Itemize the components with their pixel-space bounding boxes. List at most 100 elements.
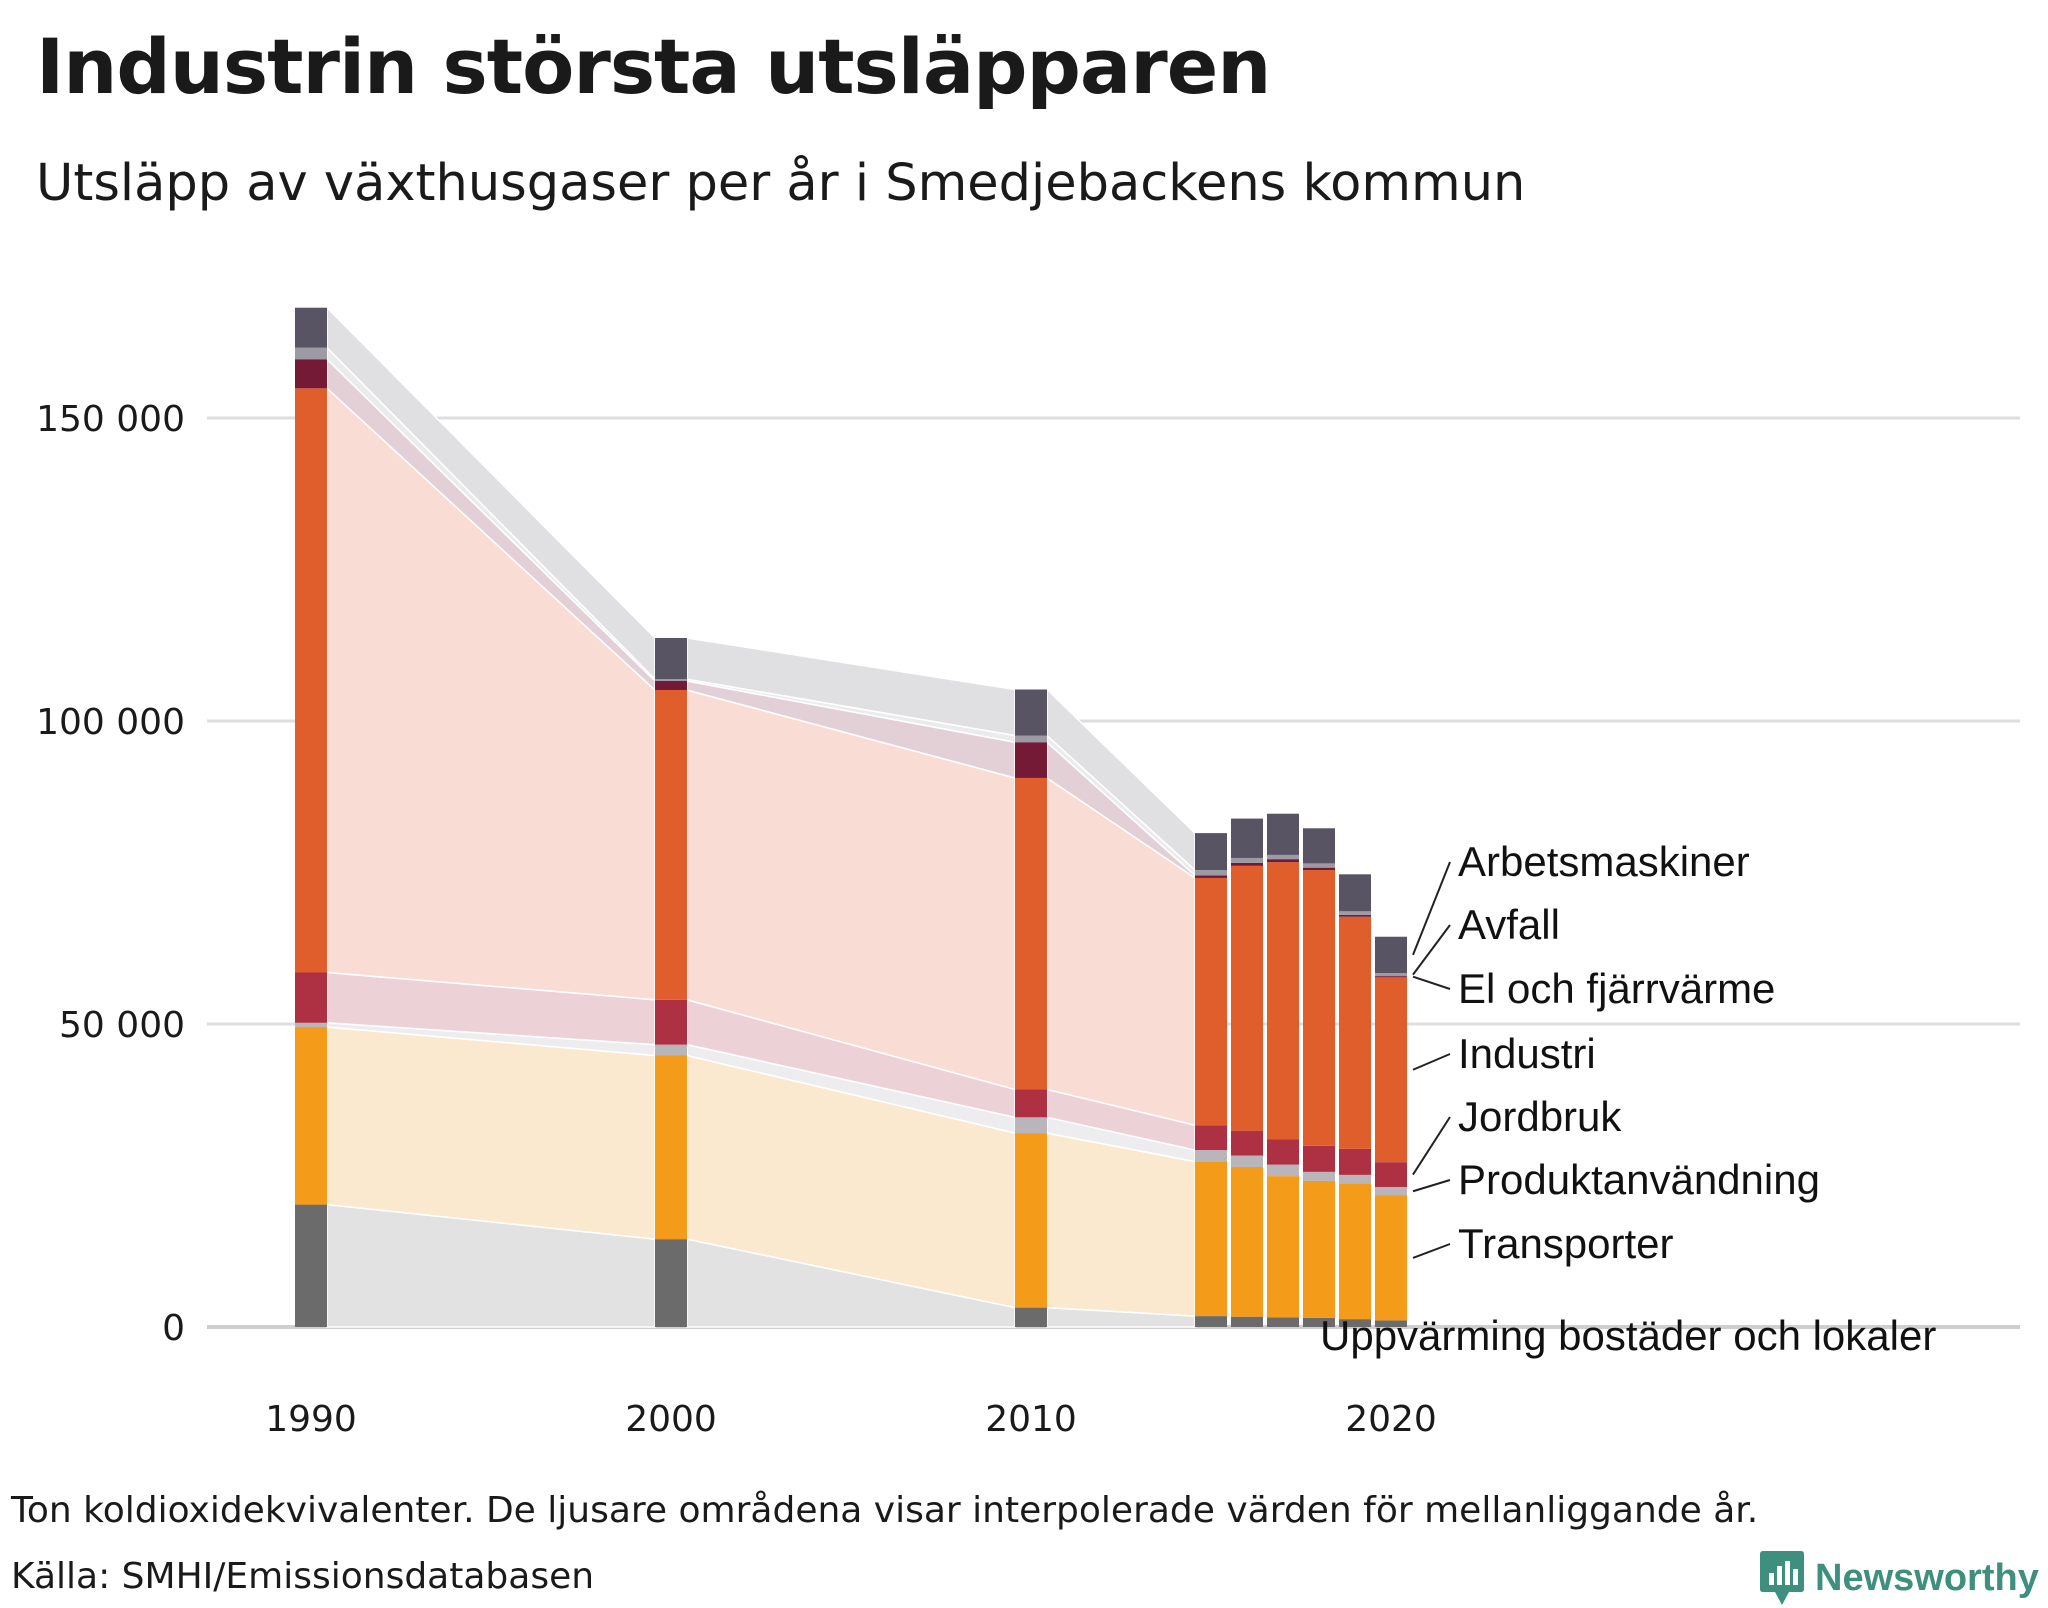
bar-segment: [1267, 854, 1299, 860]
bar-segment: [1339, 916, 1371, 1149]
bar-segment: [1375, 1320, 1407, 1327]
leader-line: [1412, 924, 1451, 976]
chart-title: Industrin största utsläpparen: [36, 22, 1271, 111]
chart-subtitle: Utsläpp av växthusgaser per år i Smedjeb…: [36, 154, 1526, 213]
bar-segment: [295, 347, 327, 360]
axes: 0 50 000 100 000 150 000 1990 2000 2010 2020: [36, 399, 1437, 1440]
bar-segment: [1231, 1130, 1263, 1156]
bar-segment: [295, 1027, 327, 1205]
y-tick-label: 150 000: [36, 399, 185, 440]
bar-segment: [1375, 977, 1407, 1163]
bar-segment: [1231, 865, 1263, 1131]
bar-segment: [1195, 1316, 1227, 1327]
bar-segment: [1195, 1125, 1227, 1151]
bar-segment: [1267, 1176, 1299, 1318]
bar-segment: [1231, 857, 1263, 863]
series-label: Transporter: [1458, 1220, 1674, 1267]
bar-segment: [1195, 875, 1227, 878]
bar-segment: [1375, 1187, 1407, 1196]
series-label: Produktanvändning: [1458, 1156, 1820, 1203]
bar-segment: [1267, 1139, 1299, 1165]
bar-segment: [1303, 867, 1335, 871]
bar-segment: [1339, 914, 1371, 917]
bar-segment: [1231, 1316, 1263, 1327]
newsworthy-logo-icon: [1760, 1551, 1804, 1605]
bar-segment: [295, 1022, 327, 1028]
bar-segment: [1303, 870, 1335, 1146]
bar-segment: [1303, 863, 1335, 868]
bar-segment: [1015, 1089, 1047, 1118]
bar-segment: [1267, 859, 1299, 863]
series-label: Jordbruk: [1458, 1093, 1622, 1140]
bar-segment: [1375, 936, 1407, 974]
leader-line: [1412, 861, 1451, 956]
interpolated-bands: [326, 305, 1196, 1328]
x-tick-label: 1990: [265, 1399, 357, 1440]
bar-segment: [1015, 1307, 1047, 1327]
bar-segment: [655, 637, 687, 680]
bar-segment: [1231, 862, 1263, 866]
bar-segment: [1267, 1164, 1299, 1177]
bar-segment: [1339, 1174, 1371, 1184]
x-tick-label: 2020: [1345, 1399, 1437, 1440]
bar-segment: [1303, 1145, 1335, 1172]
bar-segment: [295, 972, 327, 1023]
bar-segment: [655, 690, 687, 1000]
bar-segment: [1231, 818, 1263, 858]
bar-segment: [1267, 1317, 1299, 1327]
bar-segment: [655, 681, 687, 691]
bar-segment: [655, 679, 687, 682]
bar-segment: [655, 999, 687, 1045]
bars: [295, 307, 1407, 1327]
bar-segment: [1015, 1117, 1047, 1134]
series-labels: Uppvärming bostäder och lokaler Transport…: [1320, 838, 1936, 1359]
bar-segment: [1339, 1183, 1371, 1320]
series-label: Industri: [1458, 1030, 1596, 1077]
brand-logo: Newsworthy: [1759, 1548, 2039, 1608]
bar-segment: [1375, 1195, 1407, 1321]
bar-segment: [1015, 777, 1047, 1090]
bar-segment: [1339, 1148, 1371, 1175]
bar-segment: [655, 1239, 687, 1327]
y-tick-label: 0: [162, 1308, 185, 1349]
bar-segment: [1195, 1150, 1227, 1162]
bar-segment: [1015, 735, 1047, 743]
leader-line: [1412, 1116, 1451, 1176]
x-tick-label: 2010: [985, 1399, 1077, 1440]
x-tick-label: 2000: [625, 1399, 717, 1440]
leader-line: [1412, 1243, 1451, 1259]
bar-segment: [1375, 1162, 1407, 1188]
bar-segment: [1339, 1319, 1371, 1327]
bar-segment: [1375, 973, 1407, 977]
bar-segment: [1339, 911, 1371, 915]
leader-line: [1412, 1053, 1451, 1071]
bar-segment: [1015, 1133, 1047, 1308]
brand-name: Newsworthy: [1815, 1556, 2039, 1599]
bar-segment: [1231, 1155, 1263, 1168]
bar-segment: [1303, 1180, 1335, 1318]
bar-segment: [1195, 1161, 1227, 1317]
bar-segment: [1015, 689, 1047, 736]
bar-segment: [1195, 833, 1227, 871]
y-tick-label: 100 000: [36, 702, 185, 743]
bar-segment: [1195, 870, 1227, 876]
leader-line: [1412, 975, 1451, 990]
series-label: El och fjärrvärme: [1458, 965, 1775, 1012]
band-1: [326, 1026, 656, 1240]
bar-segment: [295, 388, 327, 973]
y-tick-label: 50 000: [59, 1005, 185, 1046]
series-label: Arbetsmaskiner: [1458, 838, 1750, 885]
band-1: [1046, 1132, 1196, 1317]
bar-segment: [295, 1204, 327, 1327]
bar-segment: [295, 307, 327, 348]
bar-segment: [1303, 828, 1335, 864]
bar-segment: [1267, 813, 1299, 855]
bar-segment: [655, 1044, 687, 1056]
footnote: Ton koldioxidekvivalenter. De ljusare om…: [11, 1490, 1759, 1531]
bar-segment: [1231, 1167, 1263, 1317]
bar-segment: [1375, 976, 1407, 978]
bar-segment: [295, 359, 327, 389]
leader-line: [1412, 1179, 1451, 1193]
bar-segment: [1267, 862, 1299, 1140]
